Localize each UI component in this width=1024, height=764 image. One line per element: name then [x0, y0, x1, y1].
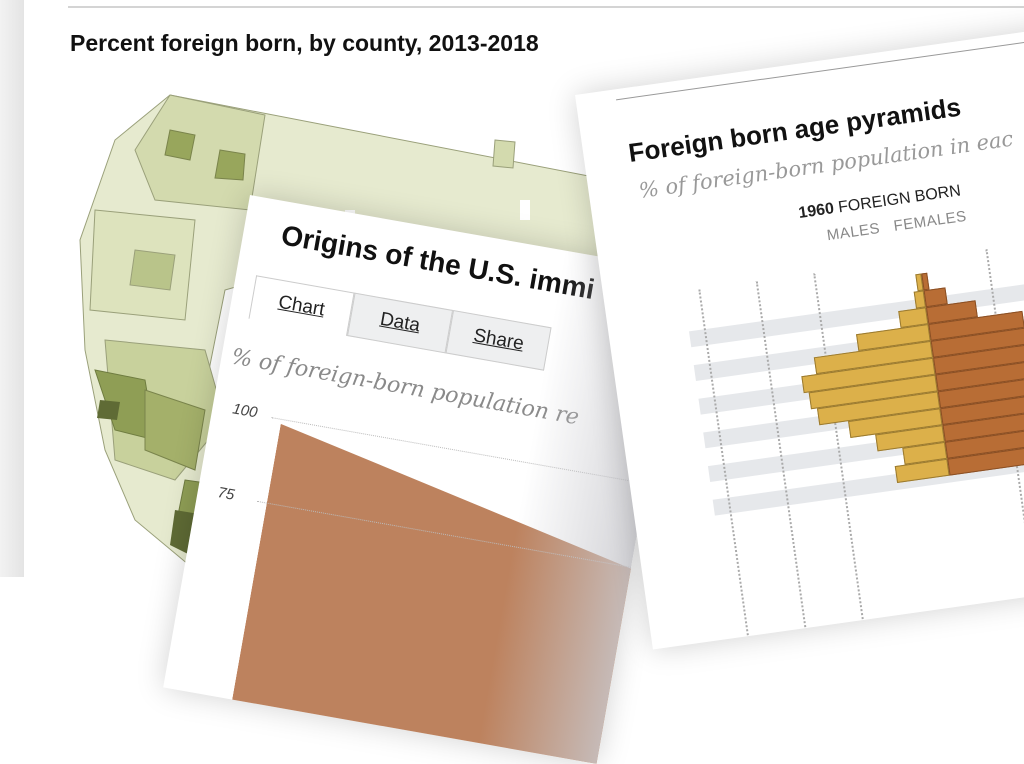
y-tick-100: 100 [231, 400, 259, 422]
tab-data[interactable]: Data [346, 292, 454, 354]
map-title: Percent foreign born, by county, 2013-20… [70, 30, 539, 56]
year: 1960 [797, 200, 836, 222]
divider [68, 6, 1024, 8]
females-label: FEMALES [892, 207, 968, 235]
males-label: MALES [825, 219, 882, 245]
age-pyramid-card: Foreign born age pyramids % of foreign-b… [575, 22, 1024, 650]
tab-share[interactable]: Share [445, 310, 552, 371]
page-gutter [0, 0, 24, 577]
female-bar [921, 272, 930, 291]
tab-chart[interactable]: Chart [248, 275, 355, 336]
y-tick-75: 75 [216, 484, 236, 504]
